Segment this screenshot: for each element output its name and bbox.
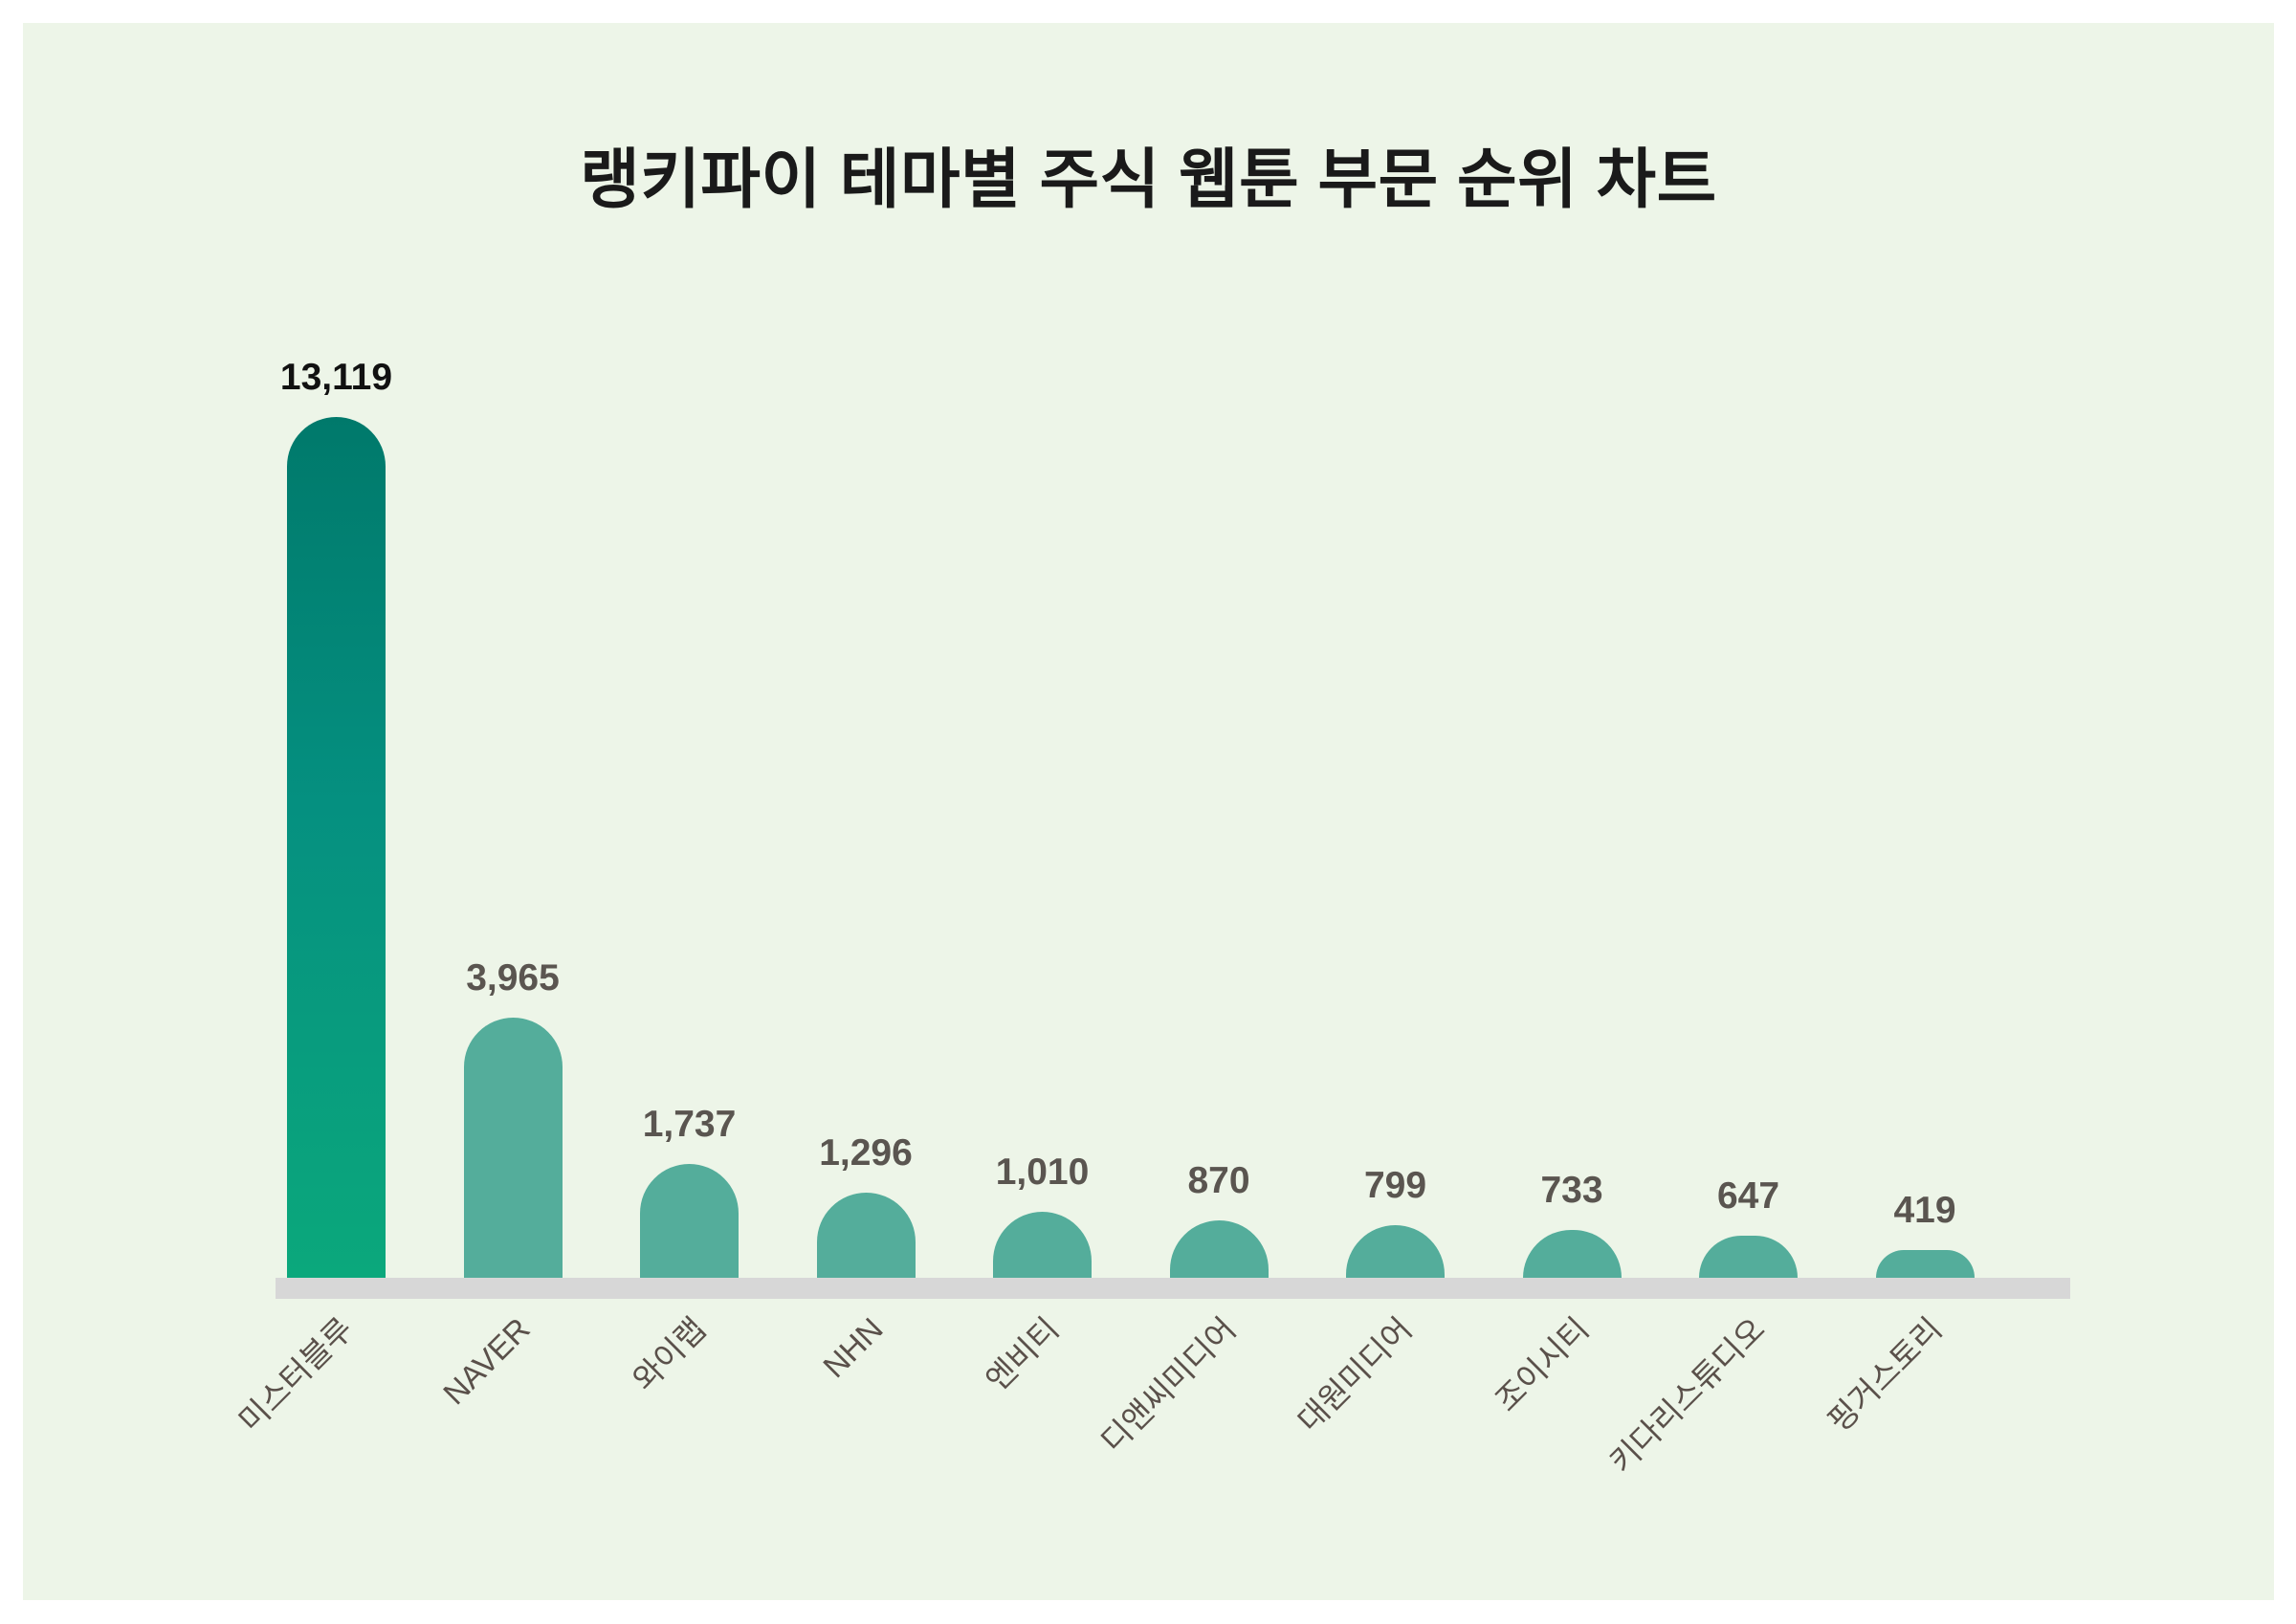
bar-slot: 13,119 [280,243,392,1278]
category-slot: NAVER [435,1305,563,1591]
category-label-대원미디어: 대원미디어 [1291,1310,1419,1439]
x-axis-category-labels: 미스터블루 NAVER 와이랩 NHN 엔비티 디앤씨미디어 대원미디어 조이시티 키다리스튜디… [232,1305,2070,1591]
category-slot: 디앤씨미디어 [1093,1305,1269,1591]
bar-NAVER[interactable] [463,1018,563,1278]
category-slot: 핑거스토리 [1821,1305,1975,1591]
bar-value-label: 419 [1893,1190,1956,1232]
chart-title: 랭키파이 테마별 주식 웹툰 부문 순위 차트 [580,143,1717,216]
bar-미스터블루[interactable] [287,417,386,1278]
bar-value-label: 647 [1716,1174,1780,1217]
bar-핑거스토리[interactable] [1875,1250,1975,1278]
chart-container: 랭키파이 테마별 주식 웹툰 부문 순위 차트 13,119 3,965 1,737… [23,23,2274,1600]
bar-slot: 647 [1699,243,1798,1278]
category-label-NAVER: NAVER [435,1310,537,1412]
bar-slot: 419 [1875,243,1975,1278]
category-slot: 대원미디어 [1291,1305,1445,1591]
category-slot: 미스터블루 [232,1305,386,1591]
bar-slot: 1,010 [993,243,1092,1278]
category-slot: 엔비티 [979,1305,1092,1591]
bar-slot: 799 [1346,243,1445,1278]
category-label-조이시티: 조이시티 [1488,1310,1596,1418]
bar-value-label: 3,965 [466,957,560,999]
category-label-엔비티: 엔비티 [979,1310,1066,1398]
bar-value-label: 870 [1187,1160,1250,1202]
bar-value-label: 799 [1363,1165,1427,1207]
bar-slot: 870 [1169,243,1269,1278]
bar-NHN[interactable] [816,1193,916,1278]
bar-키다리스튜디오[interactable] [1699,1235,1798,1278]
category-slot: 조이시티 [1488,1305,1622,1591]
plot-area: 13,119 3,965 1,737 1,296 1,010 870 799 733 647 41… [276,243,2055,1278]
category-label-디앤씨미디어: 디앤씨미디어 [1093,1310,1243,1459]
bar-value-label: 1,010 [995,1151,1090,1193]
bar-value-label: 1,737 [642,1103,737,1145]
bar-value-label: 733 [1540,1169,1603,1211]
bar-조이시티[interactable] [1522,1229,1622,1278]
category-label-NHN: NHN [815,1310,890,1385]
category-label-와이랩: 와이랩 [626,1310,713,1398]
bar-slot: 733 [1522,243,1622,1278]
category-label-핑거스토리: 핑거스토리 [1820,1310,1949,1439]
category-label-키다리스튜디오: 키다리스튜디오 [1602,1310,1772,1481]
bar-대원미디어[interactable] [1346,1225,1445,1278]
category-slot: 키다리스튜디오 [1602,1305,1798,1591]
bar-slot: 1,737 [640,243,739,1278]
bar-slot: 1,296 [816,243,916,1278]
category-slot: 와이랩 [626,1305,739,1591]
x-axis-baseline [276,1278,2070,1299]
bar-value-label: 1,296 [819,1132,913,1174]
bar-엔비티[interactable] [993,1211,1092,1278]
bar-디앤씨미디어[interactable] [1169,1220,1269,1278]
bar-slot: 3,965 [463,243,563,1278]
bar-value-label: 13,119 [279,357,393,398]
bar-와이랩[interactable] [640,1163,739,1278]
category-label-미스터블루: 미스터블루 [232,1310,360,1439]
category-slot: NHN [815,1305,916,1591]
